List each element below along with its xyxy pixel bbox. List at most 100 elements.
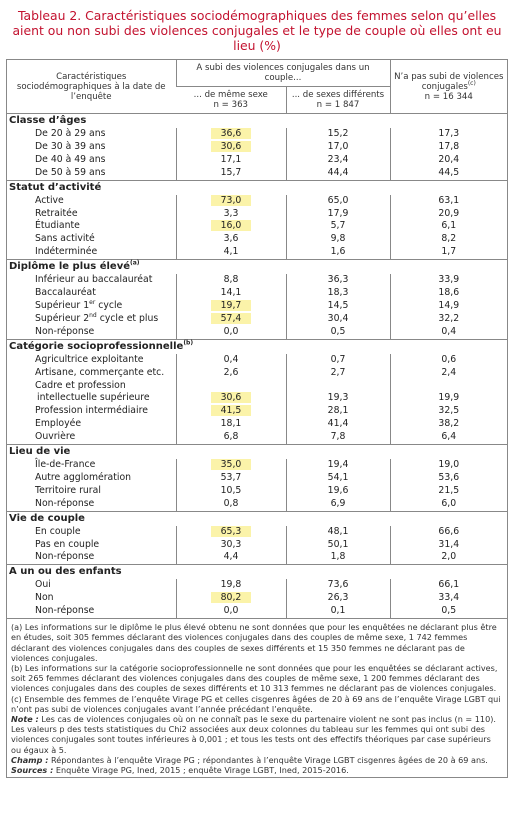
data-row: En couple 65,3 48,1 66,6 xyxy=(7,525,508,539)
group-header: A subi des violences conjugales dans un … xyxy=(175,60,391,87)
cell-value: 2,6 xyxy=(223,366,239,378)
header-row: ... de même sexe n = 363 ... de sexes dif… xyxy=(7,86,507,114)
data-row: Supérieur 2nd cycle et plus 57,4 30,4 32,2 xyxy=(7,312,508,326)
cell-value: 66,6 xyxy=(438,525,460,537)
table-head: Caractéristiques sociodémographiques à l… xyxy=(7,60,508,114)
cell-value: 5,7 xyxy=(330,220,346,232)
value-cell: 65,0 xyxy=(285,194,391,208)
row-label-text-sup: er xyxy=(89,298,96,306)
cell-value: 18,1 xyxy=(220,418,242,430)
value-cell: 54,1 xyxy=(285,471,391,485)
data-row: Étudiante 16,0 5,7 6,1 xyxy=(7,220,508,234)
value-cell: 1,7 xyxy=(389,246,508,260)
row-label-text: De 40 à 49 ans xyxy=(35,153,106,165)
value-cell: 0,7 xyxy=(285,353,391,367)
cell-value: 8,8 xyxy=(223,274,239,286)
row-label: Île-de-France xyxy=(7,459,176,472)
note: Sources : Enquête Virage PG, Ined, 2015 … xyxy=(11,765,503,775)
row-label: Étudiante xyxy=(7,220,176,233)
row-label: Sans activité xyxy=(7,233,176,246)
row-label: Non-réponse xyxy=(7,551,176,564)
section-title-text: Catégorie socioprofessionnelle xyxy=(9,340,184,352)
note-text: (a) Les informations sur le diplôme le p… xyxy=(11,622,497,663)
cell-value: 0,0 xyxy=(223,605,239,617)
row-label-text: Autre agglomération xyxy=(35,471,132,483)
value-cell: 28,1 xyxy=(285,405,391,419)
value-cell: 53,6 xyxy=(389,471,508,485)
cell-value: 53,7 xyxy=(220,471,242,483)
value-cell: 30,6 xyxy=(175,379,286,406)
data-row: Inférieur au baccalauréat 8,8 36,3 33,9 xyxy=(7,274,508,288)
cell-value: 7,8 xyxy=(330,431,346,443)
row-label-text: Baccalauréat xyxy=(35,287,96,299)
data-row: Île-de-France 35,0 19,4 19,0 xyxy=(7,459,508,472)
value-cell: 35,0 xyxy=(175,459,286,472)
cell-value: 0,5 xyxy=(330,325,346,337)
value-cell: 0,0 xyxy=(175,325,286,340)
row-label: Indéterminée xyxy=(7,246,176,259)
value-cell: 18,3 xyxy=(285,287,391,300)
row-label-text: Artisane, commerçante etc. xyxy=(35,366,165,378)
value-cell: 0,8 xyxy=(175,497,286,512)
row-label-text: Active xyxy=(35,194,64,206)
note-text: (c) Ensemble des femmes de l’enquête Vir… xyxy=(11,693,501,714)
row-label: Supérieur 1er cycle xyxy=(7,298,176,313)
row-label-text: Île-de-France xyxy=(35,459,96,471)
cell-value: 54,1 xyxy=(327,471,349,483)
row-label-text: Oui xyxy=(35,579,51,591)
row-label-text: Agricultrice exploitante xyxy=(35,353,144,365)
value-cell: 19,3 xyxy=(285,379,391,406)
value-cell: 30,4 xyxy=(285,312,391,326)
cell-value: 15,2 xyxy=(327,128,349,139)
value-cell: 66,6 xyxy=(389,525,508,539)
value-cell: 1,8 xyxy=(285,551,391,565)
value-cell: 36,3 xyxy=(285,274,391,288)
section-title: Catégorie socioprofessionnelle(b) xyxy=(7,338,508,354)
value-cell: 19,9 xyxy=(389,379,508,406)
note-lead: Note : xyxy=(11,713,39,724)
cell-value: 73,0 xyxy=(210,194,252,206)
row-label: Inférieur au baccalauréat xyxy=(7,274,176,287)
cell-value: 21,5 xyxy=(438,484,460,496)
data-row: Non-réponse 4,4 1,8 2,0 xyxy=(7,551,508,565)
value-cell: 8,2 xyxy=(389,233,508,247)
section-row: Statut d’activité xyxy=(7,179,508,195)
cell-value: 36,3 xyxy=(327,274,349,286)
value-cell: 66,1 xyxy=(389,579,508,593)
value-cell: 31,4 xyxy=(389,538,508,552)
value-cell: 19,8 xyxy=(175,579,286,593)
data-row: Non 80,2 26,3 33,4 xyxy=(7,592,508,606)
cell-value: 1,8 xyxy=(330,551,346,563)
row-label-text: De 30 à 39 ans xyxy=(35,140,106,152)
row-label: De 20 à 29 ans xyxy=(7,128,176,141)
note-text: Les cas de violences conjugales où on ne… xyxy=(11,713,496,755)
cell-value: 2,7 xyxy=(330,366,346,378)
cell-value: 1,7 xyxy=(441,246,457,258)
cell-value: 0,1 xyxy=(330,605,346,617)
row-label-text: Indéterminée xyxy=(35,246,98,258)
row-label: Supérieur 2nd cycle et plus xyxy=(7,312,176,326)
value-cell: 3,6 xyxy=(175,233,286,247)
value-cell: 6,9 xyxy=(285,497,391,512)
value-cell: 73,6 xyxy=(285,579,391,593)
cell-value: 3,3 xyxy=(223,207,239,219)
data-row: Artisane, commerçante etc. 2,6 2,7 2,4 xyxy=(7,366,508,380)
cell-value: 0,8 xyxy=(223,497,239,509)
cell-value: 0,0 xyxy=(223,325,239,337)
cell-value: 19,9 xyxy=(438,392,460,404)
data-row: Baccalauréat 14,1 18,3 18,6 xyxy=(7,287,508,300)
cell-value: 65,3 xyxy=(210,525,252,537)
value-cell: 50,1 xyxy=(285,538,391,552)
cell-value: 65,0 xyxy=(327,194,349,206)
section-row: Lieu de vie xyxy=(7,444,508,460)
value-cell: 0,4 xyxy=(175,353,286,367)
cell-value: 23,4 xyxy=(327,153,349,165)
value-cell: 10,5 xyxy=(175,484,286,498)
value-cell: 0,0 xyxy=(175,605,286,619)
data-row: De 20 à 29 ans 36,6 15,2 17,3 xyxy=(7,128,508,141)
cell-value: 19,8 xyxy=(220,579,242,591)
cell-value: 20,9 xyxy=(438,207,460,219)
section-title-text-sup: (b) xyxy=(183,339,194,347)
row-label-text: Sans activité xyxy=(35,233,95,245)
section-title-text-sup: (a) xyxy=(130,259,140,267)
